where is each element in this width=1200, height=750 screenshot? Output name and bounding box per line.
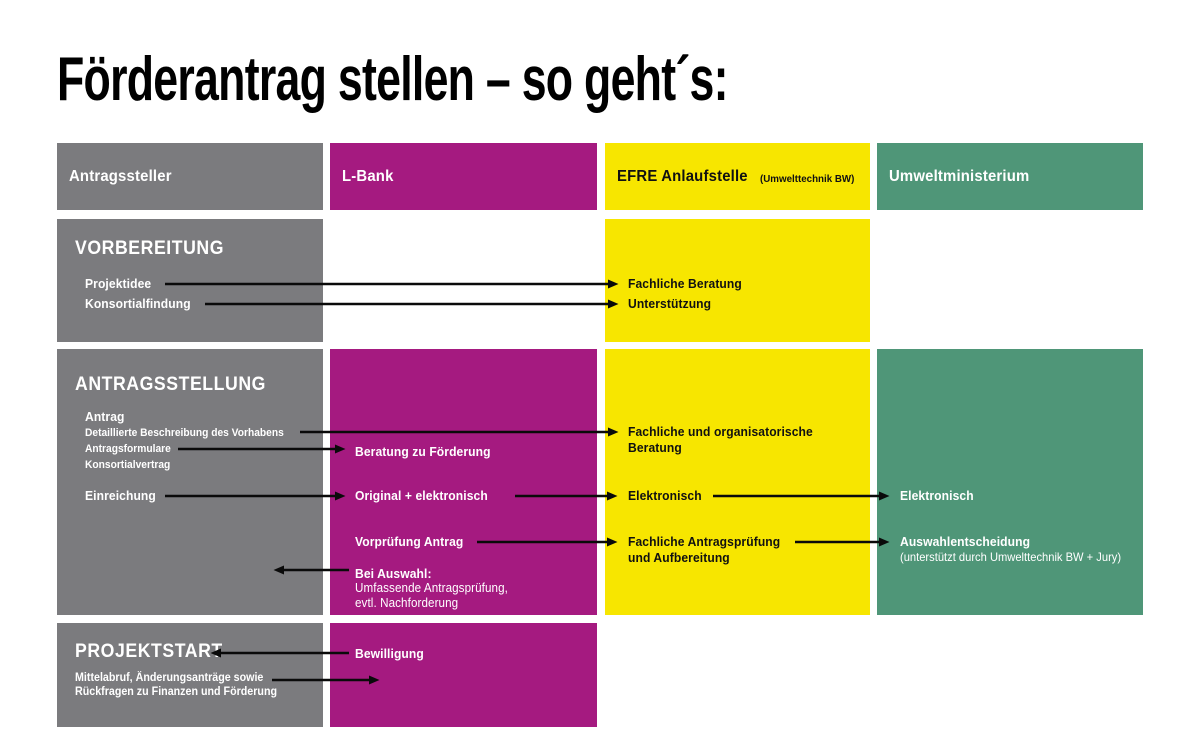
detail-antragsformulare: Antragsformulare — [85, 443, 171, 455]
item-konsortialfindung: Konsortialfindung — [85, 296, 191, 311]
efre-beratung-block: Fachliche und organisatorische Beratung — [628, 424, 813, 456]
antrag-detail-list: Detaillierte Beschreibung des Vorhabens … — [85, 425, 284, 473]
box-efre-vorbereitung: Fachliche Beratung Unterstützung — [605, 219, 870, 342]
detail-auswahl-unterstuetzung: (unterstützt durch Umwelttechnik BW + Ju… — [900, 550, 1122, 564]
item-beratung: Beratung — [628, 440, 682, 455]
box-projektstart: PROJEKTSTART Mittelabruf, Änderungsanträ… — [57, 623, 323, 727]
box-lbank-projektstart: Bewilligung — [330, 623, 597, 727]
detail-beschreibung: Detaillierte Beschreibung des Vorhabens — [85, 427, 284, 439]
item-bewilligung: Bewilligung — [355, 646, 424, 661]
item-einreichung: Einreichung — [85, 488, 156, 503]
item-beratung-foerderung: Beratung zu Förderung — [355, 444, 491, 459]
section-heading-antragsstellung: ANTRAGSSTELLUNG — [75, 374, 266, 395]
header-label-antragssteller: Antragssteller — [69, 167, 172, 185]
bei-auswahl-block: Bei Auswahl: Umfassende Antragsprüfung, … — [355, 566, 508, 610]
item-vorpruefung-antrag: Vorprüfung Antrag — [355, 534, 464, 549]
detail-nachforderung: evtl. Nachforderung — [355, 595, 459, 610]
item-fachliche-antragspruefung: Fachliche Antragsprüfung — [628, 534, 781, 549]
section-heading-vorbereitung: VORBEREITUNG — [75, 238, 225, 259]
box-vorbereitung: VORBEREITUNG Projektidee Konsortialfindu… — [57, 219, 323, 342]
item-projektidee: Projektidee — [85, 276, 152, 291]
header-label-efre: EFRE Anlaufstelle — [617, 167, 748, 185]
item-original-elektronisch: Original + elektronisch — [355, 488, 488, 503]
item-und-aufbereitung: und Aufbereitung — [628, 550, 730, 565]
auswahl-block: Auswahlentscheidung (unterstützt durch U… — [900, 534, 1121, 565]
detail-mittelabruf: Mittelabruf, Änderungsanträge sowie — [75, 672, 264, 684]
item-bei-auswahl: Bei Auswahl: — [355, 566, 432, 581]
detail-rueckfragen: Rückfragen zu Finanzen und Förderung — [75, 686, 278, 698]
column-header-lbank: L-Bank — [330, 143, 597, 210]
column-header-umweltministerium: Umweltministerium — [877, 143, 1143, 210]
item-fachliche-organisatorische: Fachliche und organisatorische — [628, 424, 813, 439]
header-sublabel-efre: (Umwelttechnik BW) — [759, 173, 855, 185]
detail-umfassende-pruefung: Umfassende Antragsprüfung, — [355, 581, 508, 595]
item-auswahlentscheidung: Auswahlentscheidung — [900, 534, 1031, 549]
item-efre-elektronisch: Elektronisch — [628, 488, 702, 503]
box-lbank-antragsstellung: Beratung zu Förderung Original + elektro… — [330, 349, 597, 615]
page-title: Förderantrag stellen – so geht´s: — [57, 45, 729, 114]
box-antragsstellung: ANTRAGSSTELLUNG Antrag Detaillierte Besc… — [57, 349, 323, 615]
efre-pruefung-block: Fachliche Antragsprüfung und Aufbereitun… — [628, 534, 780, 566]
box-ministerium-antragsstellung: Elektronisch Auswahlentscheidung (unters… — [877, 349, 1143, 615]
projektstart-detail-block: Mittelabruf, Änderungsanträge sowie Rück… — [75, 671, 277, 699]
box-efre-antragsstellung: Fachliche und organisatorische Beratung … — [605, 349, 870, 615]
item-fachliche-beratung: Fachliche Beratung — [628, 276, 742, 291]
item-ministerium-elektronisch: Elektronisch — [900, 488, 974, 503]
header-label-lbank: L-Bank — [342, 167, 394, 185]
section-heading-projektstart: PROJEKTSTART — [75, 641, 223, 662]
header-label-umweltministerium: Umweltministerium — [889, 167, 1030, 185]
column-header-antragssteller: Antragssteller — [57, 143, 323, 210]
item-antrag: Antrag — [85, 409, 125, 424]
column-header-efre: EFRE Anlaufstelle (Umwelttechnik BW) — [605, 143, 870, 210]
item-unterstuetzung: Unterstützung — [628, 296, 712, 311]
detail-konsortialvertrag: Konsortialvertrag — [85, 459, 171, 471]
